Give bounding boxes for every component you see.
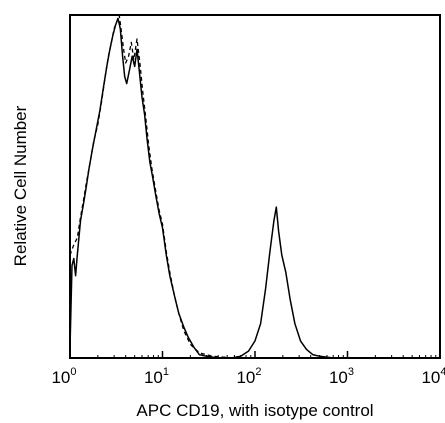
x-tick-base: 10 (236, 368, 255, 387)
series-layer (69, 14, 440, 359)
y-axis-label: Relative Cell Number (11, 105, 30, 266)
series-line-solid (69, 17, 440, 359)
x-tick-exponent: 4 (440, 366, 445, 378)
x-tick-exponent: 2 (255, 366, 261, 378)
x-tick-label: 102 (236, 366, 261, 387)
x-axis-ticks: 100 101 102 103 104 (51, 351, 445, 387)
x-tick-exponent: 3 (348, 366, 354, 378)
x-tick-exponent: 1 (163, 366, 169, 378)
x-axis-label: APC CD19, with isotype control (136, 401, 373, 420)
x-tick-exponent: 0 (70, 366, 76, 378)
x-tick-label: 103 (329, 366, 354, 387)
x-tick-base: 10 (144, 368, 163, 387)
x-tick-label: 104 (421, 366, 445, 387)
x-tick-base: 10 (51, 368, 70, 387)
x-tick-label: 100 (51, 366, 76, 387)
x-tick-base: 10 (329, 368, 348, 387)
plot-frame (69, 14, 441, 359)
x-tick-label: 101 (144, 366, 169, 387)
series-line-dashed (69, 14, 440, 359)
x-tick-base: 10 (421, 368, 440, 387)
